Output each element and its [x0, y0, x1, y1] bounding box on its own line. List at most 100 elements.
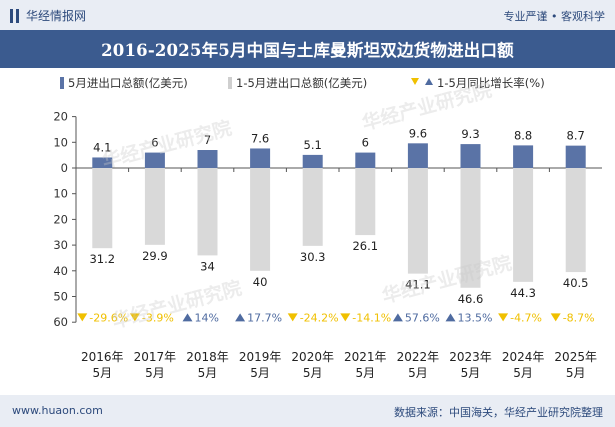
- bar-label-ytd: 40.5: [563, 276, 589, 290]
- growth-arrow-down-icon: [287, 313, 298, 322]
- x-tick-label-year: 2016年: [81, 350, 124, 364]
- bar-ytd: [250, 168, 271, 271]
- bar-label-may: 6: [151, 136, 158, 150]
- x-tick-label-year: 2025年: [554, 350, 597, 364]
- bar-ytd: [460, 168, 481, 288]
- growth-label: -24.2%: [300, 311, 339, 324]
- legend-label-growth: 1-5月同比增长率(%): [437, 76, 545, 90]
- legend-arrow-down-icon: [411, 78, 419, 85]
- bar-label-ytd: 40: [253, 275, 268, 289]
- x-tick-label-year: 2020年: [291, 350, 334, 364]
- growth-arrow-down-icon: [550, 313, 561, 322]
- brand-name: 华经情报网: [26, 9, 87, 23]
- x-tick-label-month: 5月: [566, 366, 586, 380]
- x-tick-label-year: 2023年: [449, 350, 492, 364]
- bar-label-may: 8.8: [514, 128, 532, 142]
- x-tick-label-month: 5月: [513, 366, 533, 380]
- y-tick-label: 10: [53, 135, 68, 149]
- growth-arrow-up-icon: [235, 313, 246, 322]
- x-tick-label-year: 2022年: [397, 350, 440, 364]
- x-tick-label-month: 5月: [250, 366, 270, 380]
- legend-arrow-up-icon: [425, 78, 433, 85]
- growth-arrow-down-icon: [340, 313, 351, 322]
- growth-label: -3.9%: [142, 311, 174, 324]
- y-tick-label: 40: [53, 264, 68, 278]
- growth-label: 13.5%: [458, 311, 493, 324]
- chart-title: 2016-2025年5月中国与土库曼斯坦双边货物进出口额: [101, 41, 514, 60]
- brand[interactable]: 华经情报网: [10, 7, 86, 24]
- bar-label-ytd: 31.2: [89, 252, 115, 266]
- legend-label-ytd: 1-5月进出口总额(亿美元): [236, 76, 367, 90]
- growth-label: -29.6%: [89, 311, 128, 324]
- bar-may: [407, 143, 428, 168]
- y-tick-label: 10: [53, 187, 68, 201]
- x-tick-label-year: 2021年: [344, 350, 387, 364]
- bar-ytd: [302, 168, 323, 246]
- growth-arrow-up-icon: [392, 313, 403, 322]
- title-bar: 2016-2025年5月中国与土库曼斯坦双边货物进出口额: [0, 30, 615, 68]
- bar-label-ytd: 29.9: [142, 249, 168, 263]
- bar-label-ytd: 26.1: [352, 239, 378, 253]
- growth-label: 17.7%: [247, 311, 282, 324]
- x-tick-label-year: 2017年: [134, 350, 177, 364]
- x-tick-label-month: 5月: [408, 366, 428, 380]
- bar-ytd: [565, 168, 586, 273]
- x-tick-label-month: 5月: [303, 366, 323, 380]
- bar-may: [197, 150, 218, 168]
- bar-may: [355, 152, 376, 168]
- footer-bar: www.huaon.com 数据来源：中国海关，华经产业研究院整理: [0, 395, 615, 427]
- x-tick-label-year: 2018年: [186, 350, 229, 364]
- y-tick-label: 50: [53, 290, 68, 304]
- growth-label: 14%: [195, 311, 219, 324]
- growth-label: 57.6%: [405, 311, 440, 324]
- legend-swatch-ytd: [228, 77, 232, 89]
- legend-label-may: 5月进出口总额(亿美元): [68, 76, 188, 90]
- bar-label-may: 9.6: [409, 126, 427, 140]
- growth-arrow-down-icon: [129, 313, 140, 322]
- bar-may: [250, 148, 271, 168]
- growth-arrow-down-icon: [77, 313, 88, 322]
- bar-label-ytd: 30.3: [300, 250, 326, 264]
- x-tick-label-month: 5月: [92, 366, 112, 380]
- bar-label-may: 7.6: [251, 131, 269, 145]
- bar-label-may: 7: [204, 133, 211, 147]
- logo-icon: [10, 8, 19, 23]
- bar-may: [144, 152, 165, 168]
- x-tick-label-month: 5月: [145, 366, 165, 380]
- y-tick-label: 20: [53, 110, 68, 124]
- y-tick-label: 60: [53, 315, 68, 329]
- growth-arrow-down-icon: [498, 313, 509, 322]
- x-tick-label-month: 5月: [198, 366, 218, 380]
- x-tick-label-year: 2024年: [502, 350, 545, 364]
- bar-may: [92, 157, 113, 168]
- bar-label-may: 5.1: [304, 138, 322, 152]
- bar-label-ytd: 46.6: [458, 292, 484, 306]
- bar-may: [565, 145, 586, 168]
- bar-ytd: [355, 168, 376, 236]
- bar-ytd: [144, 168, 165, 245]
- x-tick-label-year: 2019年: [239, 350, 282, 364]
- y-tick-label: 0: [61, 161, 68, 175]
- footer-url[interactable]: www.huaon.com: [12, 404, 103, 417]
- bar-label-ytd: 34: [200, 259, 215, 273]
- bar-may: [513, 145, 534, 168]
- bar-may: [302, 154, 323, 168]
- chart: 5月进出口总额(亿美元) 1-5月进出口总额(亿美元) 1-5月同比增长率(%) 20…: [53, 76, 602, 380]
- growth-arrow-up-icon: [182, 313, 193, 322]
- y-tick-label: 30: [53, 238, 68, 252]
- x-tick-label-month: 5月: [355, 366, 375, 380]
- growth-label: -14.1%: [352, 311, 391, 324]
- bar-may: [460, 144, 481, 168]
- bar-label-ytd: 44.3: [510, 286, 536, 300]
- bar-label-may: 8.7: [567, 129, 585, 143]
- growth-label: -4.7%: [510, 311, 542, 324]
- tagline: 专业严谨 • 客观科学: [503, 10, 605, 23]
- bar-label-may: 4.1: [93, 140, 111, 154]
- bar-ytd: [407, 168, 428, 274]
- bar-label-may: 6: [362, 136, 369, 150]
- bar-ytd: [197, 168, 218, 256]
- growth-arrow-up-icon: [445, 313, 456, 322]
- y-tick-label: 20: [53, 212, 68, 226]
- bar-label-may: 9.3: [461, 127, 479, 141]
- legend-swatch-may: [60, 77, 64, 89]
